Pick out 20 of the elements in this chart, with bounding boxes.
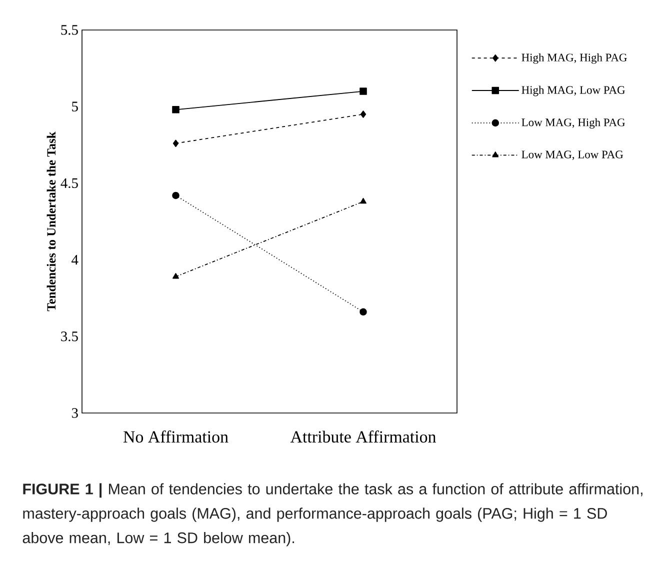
point — [360, 110, 366, 118]
point — [360, 88, 367, 95]
y-tick-label: 4 — [72, 255, 78, 265]
y-tick-label: 3 — [72, 408, 78, 418]
x-tick-label: Attribute Affirmation — [290, 430, 436, 443]
legend-label: High MAG, Low PAG — [522, 86, 625, 96]
point — [360, 308, 367, 316]
legend-label: Low MAG, High PAG — [522, 118, 625, 129]
text: FIGURE 1 | Mean of tendencies to undertake the task as a function of attribute affirmation, mastery-approach goals (MAG), and performance-approach goals (PAG; High = 1 SD above mean, Low = 1 SD below mean). — [22, 483, 642, 546]
y-tick-label: 4.5 — [60, 178, 78, 188]
y-tick-label: 5.5 — [61, 25, 78, 35]
y-tick-label: 3.5 — [61, 332, 78, 342]
legend-label: Low MAG, Low PAG — [522, 150, 624, 160]
legend-label: High MAG, High PAG — [522, 53, 627, 64]
point — [172, 192, 180, 200]
point — [172, 140, 179, 148]
y-axis-title: Tendencies to Undertake the Task — [46, 132, 56, 312]
x-tick-label: No Affirmation — [123, 430, 228, 443]
point — [172, 106, 180, 114]
y-tick-label: 5 — [72, 102, 78, 112]
